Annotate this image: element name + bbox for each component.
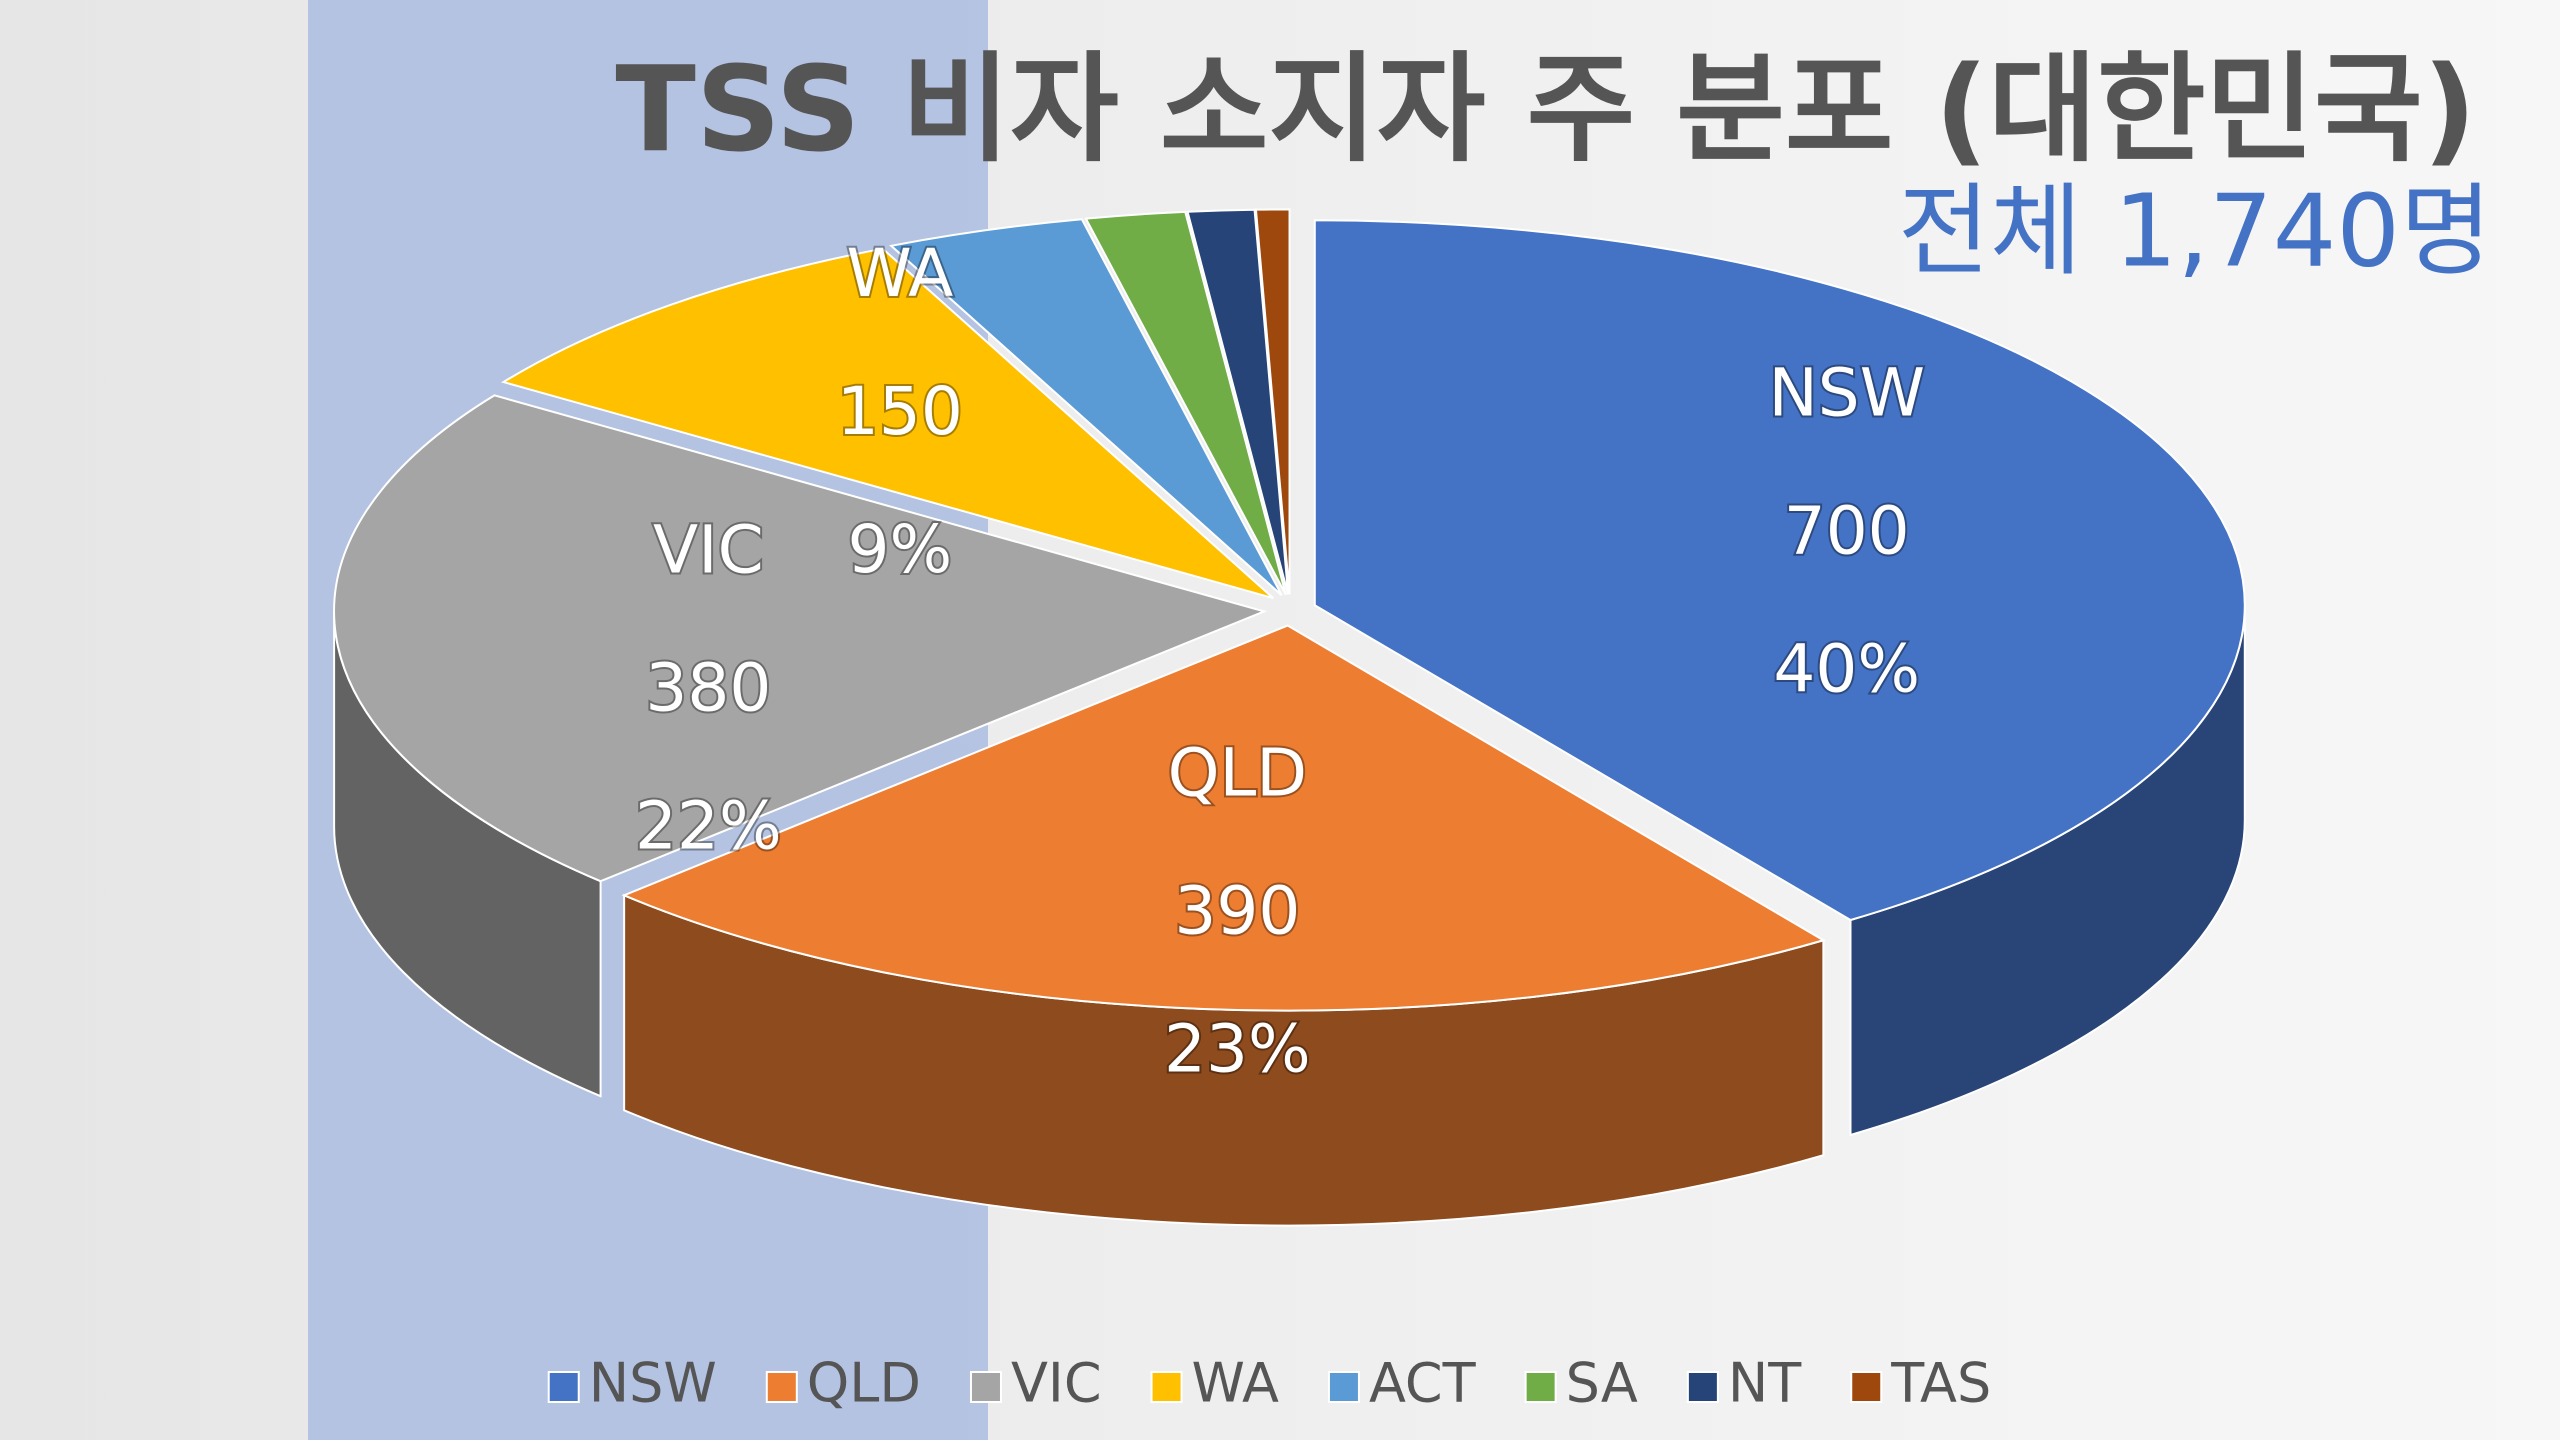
value-label: 700: [1784, 493, 1910, 570]
slice: [333, 394, 1268, 883]
slice: [1084, 210, 1287, 596]
legend-label: ACT: [1369, 1352, 1477, 1415]
slice: [1313, 219, 2246, 922]
value-label: 390: [1174, 873, 1300, 950]
value-label: 380: [645, 649, 771, 726]
legend-swatch: [547, 1371, 580, 1403]
legend: NSW QLD VIC WA ACT SA NT TAS: [547, 1352, 1991, 1415]
slice: [500, 247, 1274, 600]
legend-label: NT: [1728, 1352, 1802, 1415]
percent-label: 40%: [1773, 631, 1920, 708]
legend-swatch: [969, 1371, 1002, 1403]
value-label: 150: [837, 373, 963, 450]
chart-title: TSS 비자 소지자 주 분포 (대한민국): [615, 40, 2476, 178]
percent-label: 22%: [635, 787, 782, 864]
legend-label: VIC: [1011, 1352, 1102, 1415]
slice: [621, 624, 1826, 1012]
legend-swatch: [1524, 1371, 1557, 1403]
slice: [1254, 208, 1291, 595]
legend-swatch: [1686, 1371, 1719, 1403]
legend-swatch: [1150, 1371, 1183, 1403]
legend-swatch: [765, 1371, 798, 1403]
percent-label: 23%: [1164, 1011, 1311, 1088]
legend-label: WA: [1192, 1352, 1279, 1415]
slice-label: QLD: [1168, 735, 1308, 812]
legend-label: NSW: [589, 1352, 717, 1415]
slice-label: NSW: [1768, 355, 1925, 432]
slice-label: VIC: [653, 511, 764, 588]
legend-label: TAS: [1890, 1352, 1991, 1415]
legend-swatch: [1327, 1371, 1360, 1403]
slice: [1186, 208, 1290, 595]
legend-label: QLD: [807, 1352, 921, 1415]
legend-label: SA: [1566, 1352, 1638, 1415]
pie: NSW 700 40% QLD 390 23% VIC 380 22% WA 150 9%: [333, 208, 2246, 1227]
chart-subtitle: 전체 1,740명: [1898, 172, 2492, 289]
percent-label: 9%: [848, 511, 953, 588]
slice-label: WA: [846, 235, 953, 312]
slice: [889, 218, 1283, 596]
legend-swatch: [1850, 1371, 1883, 1403]
